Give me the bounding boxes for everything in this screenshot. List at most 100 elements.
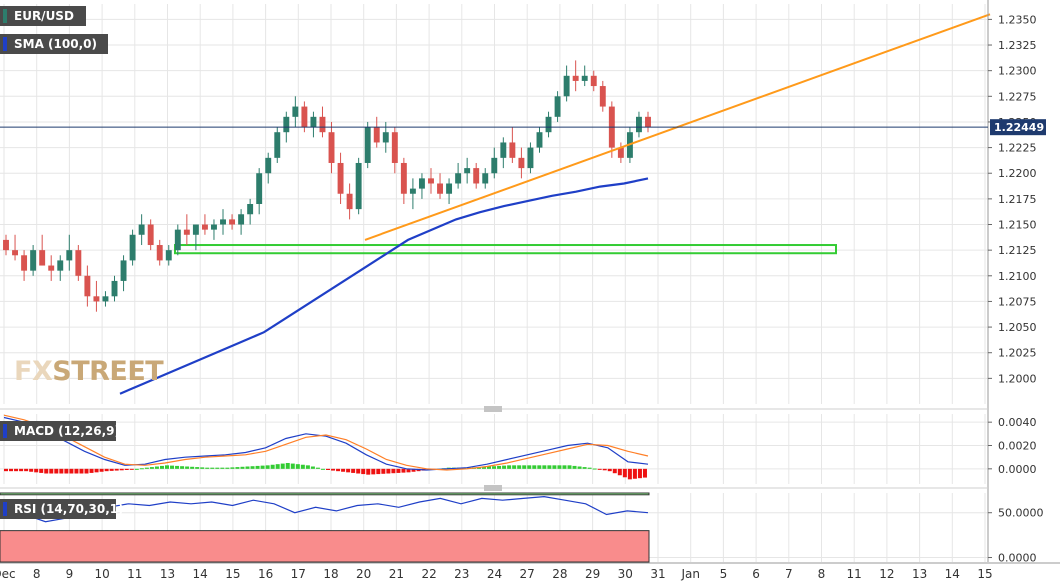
fxstreet-logo: FXSTREET: [14, 356, 164, 387]
x-tick-label: 14: [193, 567, 208, 581]
instrument-swatch: [3, 9, 7, 23]
macd-histogram-bar: [190, 466, 195, 469]
macd-histogram-bar: [497, 465, 502, 469]
macd-histogram-bar: [547, 465, 552, 469]
macd-histogram-bar: [577, 466, 582, 469]
macd-histogram-bar: [250, 466, 255, 469]
sma-line: [119, 177, 649, 395]
price-tick-label: 1.2200: [998, 167, 1037, 180]
macd-histogram-bar: [290, 463, 295, 469]
support-zone: [174, 244, 837, 255]
candle-body: [464, 168, 471, 174]
price-tick-label: 1.2350: [998, 13, 1037, 26]
macd-histogram-bar: [180, 466, 185, 469]
macd-label[interactable]: MACD (12,26,9): [0, 421, 120, 441]
macd-histogram-bar: [632, 468, 637, 479]
macd-histogram-bar: [401, 468, 406, 473]
candle-body: [455, 173, 462, 184]
macd-histogram-bar: [567, 465, 572, 469]
macd-histogram-bar: [527, 465, 532, 469]
macd-histogram-bar: [315, 467, 320, 469]
instrument-label[interactable]: EUR/USD: [0, 6, 86, 26]
price-tick-label: 1.2175: [998, 193, 1037, 206]
macd-histogram-bar: [310, 466, 315, 469]
macd-histogram-bar: [637, 468, 642, 479]
macd-histogram-bar: [109, 468, 114, 471]
macd-histogram-bar: [386, 468, 391, 474]
macd-histogram-bar: [39, 468, 44, 473]
candle-body: [536, 132, 543, 148]
candle-body: [102, 296, 109, 302]
candle-body: [21, 255, 28, 271]
macd-histogram-bar: [522, 465, 527, 469]
candle-body: [147, 224, 154, 246]
grid: [0, 4, 988, 562]
x-tick-label: 8: [818, 567, 826, 581]
macd-histogram-bar: [245, 466, 250, 469]
candle-body: [129, 234, 136, 261]
macd-histogram-bar: [351, 468, 356, 473]
candle-body: [581, 75, 588, 81]
candle-body: [138, 224, 145, 235]
candle-body: [346, 193, 353, 210]
candle-body: [30, 250, 37, 271]
candle-body: [635, 116, 642, 133]
macd-histogram-bar: [14, 468, 19, 472]
candle-body: [418, 178, 425, 189]
x-tick-label: 11: [127, 567, 142, 581]
macd-histogram-bar: [29, 468, 34, 472]
price-tick-label: 1.2300: [998, 65, 1037, 78]
rsi-label[interactable]: RSI (14,70,30,1): [0, 499, 124, 519]
macd-histogram-bar: [270, 464, 275, 469]
x-tick-label: 23: [454, 567, 469, 581]
macd-histogram-bar: [617, 468, 622, 476]
candle-body: [355, 162, 362, 210]
macd-tick-label: 0.0000: [998, 463, 1037, 476]
macd-histogram-bar: [280, 463, 285, 469]
candle-body: [247, 204, 254, 215]
macd-histogram-bar: [215, 467, 220, 469]
macd-histogram-bar: [481, 466, 486, 469]
macd-histogram-bar: [396, 468, 401, 473]
macd-histogram-bar: [602, 468, 607, 471]
rsi-tick-label: 50.0000: [998, 507, 1044, 520]
macd-histogram-bar: [225, 467, 230, 469]
sma-label[interactable]: SMA (100,0): [0, 34, 108, 54]
candle-body: [590, 75, 597, 87]
macd-histogram-bar: [582, 467, 587, 469]
macd-histogram-bar: [295, 464, 300, 469]
macd-histogram-bar: [562, 465, 567, 469]
candle-body: [554, 96, 561, 117]
macd-histogram-bar: [114, 468, 119, 471]
macd-histogram-bar: [220, 467, 225, 469]
candle-body: [645, 116, 651, 128]
macd-panel: [3, 414, 649, 480]
candle-body: [174, 229, 181, 251]
macd-tick-label: 0.0020: [998, 440, 1037, 453]
macd-histogram-bar: [326, 468, 330, 470]
x-tick-label: 13: [160, 567, 175, 581]
price-tick-label: 1.2275: [998, 90, 1037, 103]
macd-histogram-bar: [4, 468, 8, 472]
x-tick-label: 27: [520, 567, 535, 581]
macd-histogram-bar: [260, 465, 265, 469]
macd-histogram-bar: [411, 468, 416, 472]
candle-body: [301, 106, 308, 128]
macd-histogram-bar: [587, 467, 592, 469]
macd-histogram-bar: [557, 465, 562, 469]
candle-body: [446, 183, 453, 194]
macd-histogram-bar: [285, 463, 290, 469]
macd-histogram-bar: [361, 468, 366, 475]
candle-body: [75, 250, 82, 276]
candle-body: [238, 214, 245, 225]
macd-histogram-bar: [542, 465, 547, 469]
macd-signal-line: [3, 414, 649, 471]
macd-histogram-bar: [170, 465, 175, 469]
price-tick-label: 1.2000: [998, 372, 1037, 385]
candle-body: [156, 245, 163, 261]
macd-histogram-bar: [119, 468, 124, 471]
macd-histogram-bar: [19, 468, 24, 472]
current-price-box: [990, 119, 1046, 136]
macd-histogram-bar: [129, 468, 134, 470]
